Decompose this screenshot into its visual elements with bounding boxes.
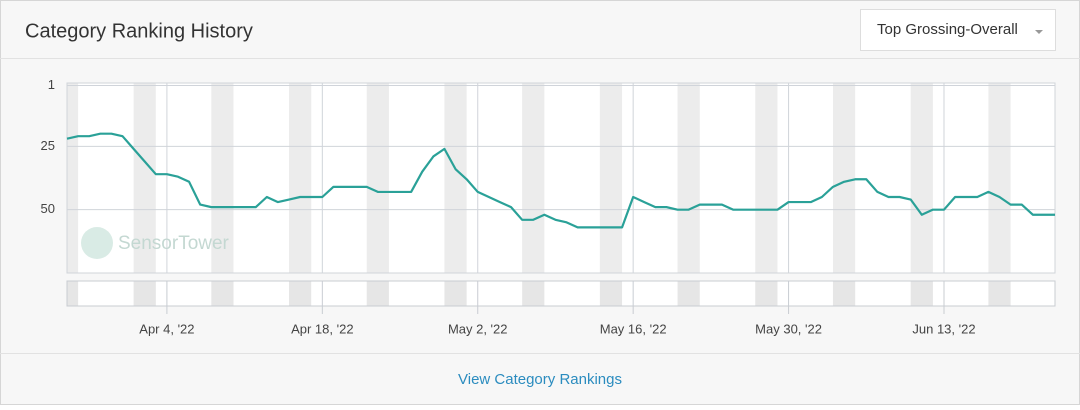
watermark-icon (81, 227, 113, 259)
y-tick-label: 50 (41, 201, 55, 216)
x-tick-label: Apr 4, '22 (139, 321, 194, 336)
navigator-band (599, 281, 623, 306)
weekend-band (133, 83, 156, 273)
weekend-band (444, 83, 467, 273)
navigator-band (677, 281, 700, 306)
navigator-band (133, 281, 156, 306)
weekend-band (910, 83, 933, 273)
plot-border (66, 82, 1056, 274)
navigator-band (67, 281, 79, 306)
dropdown-label[interactable]: Top Grossing-Overall (877, 21, 1018, 38)
weekend-band (366, 83, 389, 273)
weekend-band (988, 83, 1011, 273)
weekend-band (289, 83, 312, 273)
plot: 1 25 50 Apr 4, '22 Apr 18, '22 May 2, '22 May … (41, 77, 1056, 336)
dropdown[interactable] (860, 9, 1056, 51)
x-tick-label: Jun 13, '22 (912, 321, 975, 336)
x-tick-label: Apr 18, '22 (291, 321, 353, 336)
x-tick-label: May 2, '22 (448, 321, 508, 336)
x-tick-label: May 30, '22 (755, 321, 822, 336)
footer-link[interactable]: View Category Rankings (458, 371, 622, 388)
y-tick-label: 1 (48, 77, 55, 92)
weekend-band (755, 83, 778, 273)
navigator-band (366, 281, 389, 306)
weekend-band (677, 83, 700, 273)
navigator-band (755, 281, 778, 306)
navigator-band (910, 281, 933, 306)
weekend-band (67, 83, 79, 273)
weekend-band (522, 83, 545, 273)
y-tick-label: 25 (41, 138, 55, 153)
navigator-band (522, 281, 545, 306)
navigator-band (211, 281, 234, 306)
dropdown-caret[interactable] (1035, 30, 1043, 34)
navigator-band (289, 281, 312, 306)
navigator-band (444, 281, 467, 306)
navigator-band (988, 281, 1011, 306)
navigator-band (832, 281, 856, 306)
weekend-band (211, 83, 234, 273)
navigator-border (66, 280, 1056, 307)
ranking-line (66, 132, 1055, 229)
weekend-band (832, 83, 856, 273)
header-title: Category Ranking History (25, 20, 253, 42)
watermark: SensorTower (118, 233, 230, 254)
weekend-band (599, 83, 623, 273)
x-tick-label: May 16, '22 (600, 321, 667, 336)
